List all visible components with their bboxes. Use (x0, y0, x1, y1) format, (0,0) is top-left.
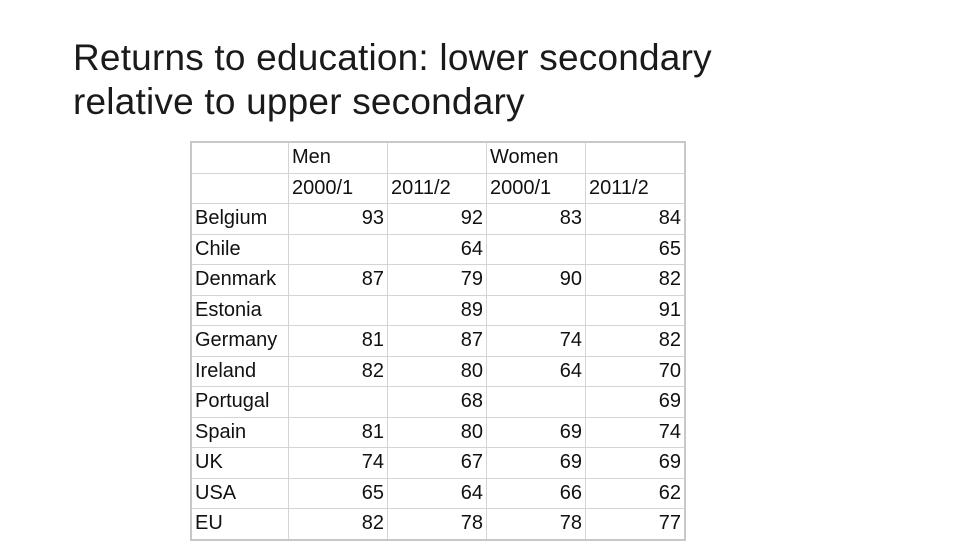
table-row: Germany 81 87 74 82 (190, 325, 686, 357)
group-header-cell (585, 141, 686, 174)
value-cell: 80 (387, 355, 487, 387)
value-cell: 78 (486, 508, 586, 540)
value-cell: 67 (387, 447, 487, 479)
value-cell: 69 (486, 447, 586, 479)
year-header-cell: 2000/1 (486, 172, 586, 204)
table-row: Chile 64 65 (190, 233, 686, 265)
country-cell: Germany (190, 325, 289, 357)
value-cell: 82 (288, 508, 388, 540)
value-cell: 87 (387, 325, 487, 357)
year-header-cell (190, 172, 289, 204)
table-row: USA 65 64 66 62 (190, 477, 686, 509)
value-cell: 64 (387, 477, 487, 509)
group-header-cell: Women (486, 141, 586, 174)
year-header-cell: 2011/2 (387, 172, 487, 204)
country-cell: Chile (190, 233, 289, 265)
year-header-row: 2000/1 2011/2 2000/1 2011/2 (190, 172, 686, 204)
value-cell: 66 (486, 477, 586, 509)
title-line-1: Returns to education: lower secondary (73, 37, 712, 78)
group-header-cell: Men (288, 141, 388, 174)
value-cell: 84 (585, 203, 686, 235)
value-cell: 74 (486, 325, 586, 357)
country-cell: EU (190, 508, 289, 540)
table-row: EU 82 78 78 77 (190, 508, 686, 540)
country-cell: Portugal (190, 386, 289, 418)
value-cell: 82 (585, 325, 686, 357)
value-cell: 70 (585, 355, 686, 387)
title-line-2: relative to upper secondary (73, 81, 525, 122)
value-cell: 74 (585, 416, 686, 448)
value-cell: 69 (486, 416, 586, 448)
value-cell (486, 233, 586, 265)
value-cell: 78 (387, 508, 487, 540)
value-cell: 82 (288, 355, 388, 387)
value-cell: 93 (288, 203, 388, 235)
value-cell: 91 (585, 294, 686, 326)
group-header-cell (190, 141, 289, 174)
country-cell: Spain (190, 416, 289, 448)
value-cell: 82 (585, 264, 686, 296)
value-cell: 87 (288, 264, 388, 296)
table-row: Spain 81 80 69 74 (190, 416, 686, 448)
value-cell (486, 386, 586, 418)
value-cell: 69 (585, 447, 686, 479)
table-row: Ireland 82 80 64 70 (190, 355, 686, 387)
table-body: Men Women 2000/1 2011/2 2000/1 2011/2 Be… (190, 141, 686, 540)
table-row: Denmark 87 79 90 82 (190, 264, 686, 296)
value-cell: 64 (387, 233, 487, 265)
group-header-cell (387, 141, 487, 174)
country-cell: Estonia (190, 294, 289, 326)
year-header-cell: 2000/1 (288, 172, 388, 204)
slide-title: Returns to education: lower secondary re… (73, 36, 933, 124)
table-row: Estonia 89 91 (190, 294, 686, 326)
value-cell: 74 (288, 447, 388, 479)
value-cell (288, 386, 388, 418)
country-cell: UK (190, 447, 289, 479)
value-cell: 83 (486, 203, 586, 235)
table-row: Portugal 68 69 (190, 386, 686, 418)
value-cell: 90 (486, 264, 586, 296)
value-cell: 79 (387, 264, 487, 296)
country-cell: USA (190, 477, 289, 509)
value-cell: 92 (387, 203, 487, 235)
value-cell: 65 (585, 233, 686, 265)
country-cell: Ireland (190, 355, 289, 387)
value-cell: 77 (585, 508, 686, 540)
value-cell: 64 (486, 355, 586, 387)
country-cell: Denmark (190, 264, 289, 296)
value-cell (486, 294, 586, 326)
value-cell: 80 (387, 416, 487, 448)
table-row: Belgium 93 92 83 84 (190, 203, 686, 235)
value-cell: 62 (585, 477, 686, 509)
year-header-cell: 2011/2 (585, 172, 686, 204)
group-header-row: Men Women (190, 141, 686, 174)
table-row: UK 74 67 69 69 (190, 447, 686, 479)
value-cell: 81 (288, 325, 388, 357)
value-cell (288, 294, 388, 326)
value-cell: 65 (288, 477, 388, 509)
returns-table: Men Women 2000/1 2011/2 2000/1 2011/2 Be… (190, 141, 686, 541)
value-cell (288, 233, 388, 265)
value-cell: 69 (585, 386, 686, 418)
value-cell: 89 (387, 294, 487, 326)
value-cell: 68 (387, 386, 487, 418)
value-cell: 81 (288, 416, 388, 448)
country-cell: Belgium (190, 203, 289, 235)
